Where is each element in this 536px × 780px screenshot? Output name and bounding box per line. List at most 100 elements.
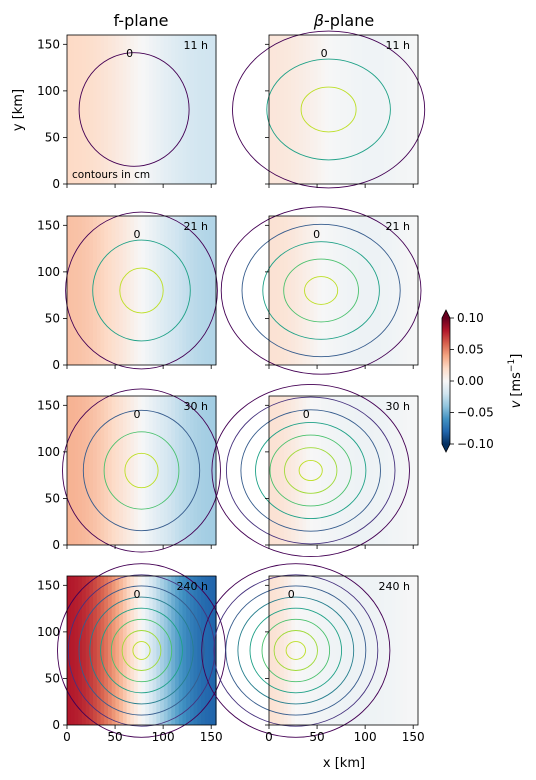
colorbar-tick-label: 0.05 bbox=[457, 343, 484, 357]
field-cell bbox=[204, 35, 210, 184]
field-cell bbox=[148, 35, 154, 184]
contour-line bbox=[82, 409, 201, 532]
field-cell bbox=[339, 396, 345, 545]
field-cell bbox=[309, 396, 315, 545]
contour-line bbox=[132, 641, 151, 660]
field-cell bbox=[115, 576, 120, 725]
field-cell bbox=[152, 396, 158, 545]
y-tick-label: 50 bbox=[45, 311, 60, 325]
field-cell bbox=[126, 396, 131, 545]
contour-line bbox=[284, 447, 338, 494]
field-cell bbox=[81, 35, 87, 184]
field-cell bbox=[107, 35, 113, 184]
colorbar-extend-bottom bbox=[442, 444, 450, 452]
field-cell bbox=[336, 576, 341, 725]
field-cell bbox=[403, 576, 408, 725]
field-cell bbox=[295, 576, 300, 725]
contour-label: 0 bbox=[134, 228, 141, 241]
contour-label: 0 bbox=[303, 408, 310, 421]
field-cell bbox=[137, 35, 143, 184]
field-cell bbox=[391, 35, 397, 184]
field-cell bbox=[119, 216, 124, 365]
field-cell bbox=[74, 216, 79, 365]
field-cell bbox=[298, 216, 304, 365]
x-tick-label: 150 bbox=[200, 730, 223, 744]
field-cell bbox=[182, 396, 187, 545]
y-axis-label: y [km] bbox=[11, 89, 26, 131]
field-cell bbox=[343, 396, 348, 545]
field-cell bbox=[167, 35, 172, 184]
field-cell bbox=[395, 35, 400, 184]
field-cell bbox=[160, 396, 165, 545]
y-tick-label: 100 bbox=[37, 625, 60, 639]
field-cell bbox=[362, 216, 367, 365]
x-tick-label: 0 bbox=[63, 730, 71, 744]
field-cell bbox=[100, 216, 105, 365]
field-cell bbox=[358, 35, 363, 184]
contour-line bbox=[225, 585, 367, 716]
field-cell bbox=[111, 576, 117, 725]
time-label: 240 h bbox=[177, 580, 208, 593]
colorbar-gradient bbox=[442, 318, 450, 444]
field-cell bbox=[104, 216, 109, 365]
x-tick-label: 0 bbox=[265, 730, 273, 744]
field-cell bbox=[175, 396, 180, 545]
field-cell bbox=[74, 396, 79, 545]
field-cell bbox=[163, 576, 169, 725]
field-cell bbox=[377, 396, 382, 545]
field-cell bbox=[403, 216, 408, 365]
field-cell bbox=[373, 216, 378, 365]
field-cell bbox=[96, 216, 102, 365]
field-cell bbox=[362, 35, 367, 184]
contour-line bbox=[62, 388, 221, 553]
field-cell bbox=[201, 396, 206, 545]
colorbar-label-exp: −1 bbox=[507, 359, 517, 372]
field-cell bbox=[321, 35, 326, 184]
time-label: 11 h bbox=[184, 39, 208, 52]
y-tick-label: 0 bbox=[52, 358, 60, 372]
field-cell bbox=[336, 396, 341, 545]
field-cell bbox=[171, 396, 176, 545]
field-cell bbox=[347, 216, 352, 365]
contour-line bbox=[100, 607, 183, 694]
contour-label: 0 bbox=[313, 228, 320, 241]
contour-line bbox=[78, 585, 205, 716]
field-cell bbox=[395, 396, 400, 545]
field-cell bbox=[321, 216, 326, 365]
field-cell bbox=[115, 216, 120, 365]
colorbar-label-var: v bbox=[509, 400, 524, 408]
field-cell bbox=[93, 576, 98, 725]
field-cell bbox=[362, 576, 367, 725]
field-cell bbox=[178, 576, 184, 725]
x-tick-label: 100 bbox=[354, 730, 377, 744]
column-title-beta-suffix: -plane bbox=[324, 11, 374, 30]
field-cell bbox=[167, 216, 172, 365]
colorbar-tick-label: −0.10 bbox=[457, 437, 494, 451]
field-cell bbox=[365, 35, 371, 184]
panel-frame bbox=[268, 34, 419, 185]
contour-line bbox=[119, 267, 164, 314]
field-cell bbox=[298, 396, 304, 545]
field-cell bbox=[306, 35, 311, 184]
field-cell bbox=[295, 35, 300, 184]
field-cell bbox=[137, 576, 143, 725]
contour-line bbox=[78, 52, 190, 167]
field-cell bbox=[317, 216, 322, 365]
field-cell bbox=[324, 576, 330, 725]
field-cell bbox=[171, 216, 176, 365]
field-cell bbox=[134, 576, 139, 725]
panel-r3-c0: 0 240 h 0 50 100 150 0 50 100 150 bbox=[37, 563, 226, 744]
panel-frame bbox=[66, 215, 217, 366]
field-cell bbox=[167, 396, 172, 545]
panel-frame bbox=[268, 575, 419, 726]
contour-line bbox=[225, 396, 396, 545]
field-cell bbox=[208, 216, 213, 365]
field-cell bbox=[347, 576, 352, 725]
contour-line bbox=[300, 86, 357, 133]
field-cell bbox=[67, 216, 72, 365]
colorbar-label: v [ms−1] bbox=[507, 354, 524, 409]
contour-line bbox=[273, 630, 318, 671]
field-cell bbox=[406, 396, 412, 545]
contour-line bbox=[304, 276, 339, 305]
field-cell bbox=[67, 35, 72, 184]
